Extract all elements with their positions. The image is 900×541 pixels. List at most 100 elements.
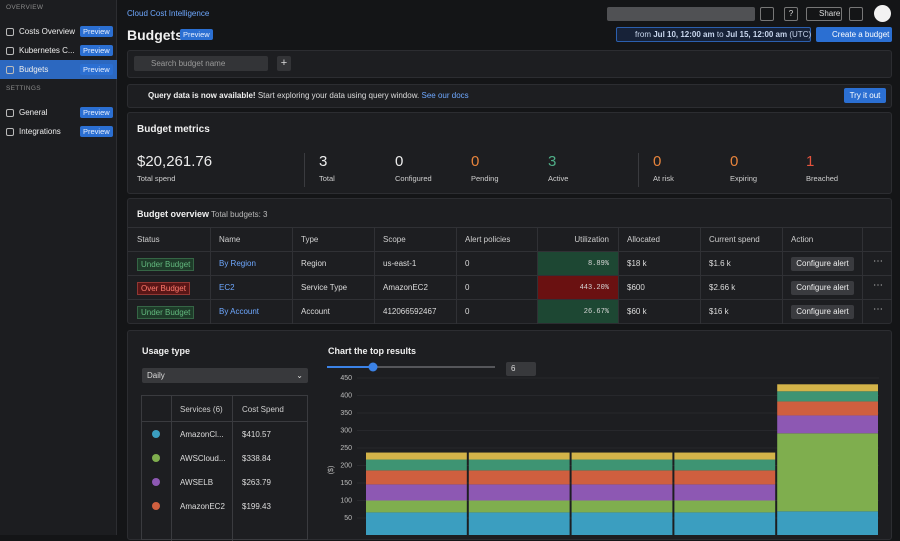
nav-badge: Preview <box>80 107 113 118</box>
share-label: Share <box>819 9 841 18</box>
chevron: ⌄ <box>296 371 303 380</box>
metric-label: Total <box>319 174 335 183</box>
usage-table: Services (6) Cost Spend AmazonCl... $410.57… <box>141 395 308 541</box>
column-header: Alert policies <box>465 235 511 244</box>
nav-icon <box>6 128 14 136</box>
metric-label: Pending <box>471 174 499 183</box>
configure-alert-button[interactable]: Configure alert <box>791 281 854 295</box>
legend-swatch <box>152 478 160 486</box>
cell[interactable]: EC2 <box>219 283 235 292</box>
legend-swatch <box>152 430 160 438</box>
row-menu[interactable]: ⋯ <box>873 304 883 315</box>
date-end: Jul 15, 12:00 am <box>725 30 788 39</box>
breadcrumb[interactable]: Cloud Cost Intelligence <box>127 9 210 18</box>
metric-label: Breached <box>806 174 839 183</box>
column-header: Services (6) <box>180 405 223 414</box>
search-placeholder: Search budget name <box>151 59 226 68</box>
date-to: to <box>716 30 724 39</box>
metric-value: 0 <box>471 153 480 170</box>
date-tz: (UTC) <box>789 30 812 39</box>
nav-badge: Preview <box>80 64 113 75</box>
legend-swatch <box>152 502 160 510</box>
row-border <box>128 227 892 228</box>
column-header: Scope <box>383 235 406 244</box>
service-name: AWSCloud... <box>180 454 226 463</box>
divider <box>304 153 305 187</box>
banner-button[interactable]: Try it out <box>844 88 886 103</box>
chat-icon[interactable] <box>760 7 774 21</box>
cell: $600 <box>627 283 645 292</box>
nav-badge: Preview <box>80 126 113 137</box>
help-icon[interactable]: ? <box>784 7 798 21</box>
configure-alert-button[interactable]: Configure alert <box>791 305 854 319</box>
nav-item[interactable]: Kubernetes C... Preview <box>0 41 117 60</box>
add-button[interactable]: + <box>277 56 291 71</box>
column-header: Allocated <box>627 235 660 244</box>
cell: AmazonEC2 <box>383 283 428 292</box>
divider <box>638 153 639 187</box>
nav-item[interactable]: Budgets Preview <box>0 60 117 79</box>
row-menu[interactable]: ⋯ <box>873 280 883 291</box>
banner-button-label: Try it out <box>849 91 881 100</box>
date-range-button[interactable]: from Jul 10, 12:00 am to Jul 15, 12:00 a… <box>616 27 811 42</box>
service-name: AmazonCl... <box>180 430 224 439</box>
avatar[interactable] <box>874 5 891 22</box>
share-button[interactable]: Share <box>806 7 842 21</box>
slider-value-box[interactable]: 6 <box>506 362 536 376</box>
utilization-cell: 8.89% <box>538 252 618 275</box>
utilization-value: 26.67% <box>583 308 609 316</box>
date-from: from <box>635 30 651 39</box>
search-input[interactable]: Search budget name <box>134 56 268 71</box>
column-border <box>171 396 172 541</box>
metric-label: Configured <box>395 174 432 183</box>
metric-value: 0 <box>730 153 739 170</box>
column-header: Action <box>791 235 814 244</box>
row-menu[interactable]: ⋯ <box>873 256 883 267</box>
cost-spend: $410.57 <box>242 430 271 439</box>
overview-panel: Budget overview Total budgets: 3 Status N… <box>127 198 892 324</box>
nav-item[interactable]: General Preview <box>0 103 117 122</box>
cell[interactable]: By Account <box>219 307 260 316</box>
column-border <box>232 396 233 541</box>
cell: $1.6 k <box>709 259 731 268</box>
banner: Query data is now available! Start explo… <box>127 84 892 108</box>
metric-value: 3 <box>548 153 557 170</box>
create-budget-button[interactable]: Create a budget <box>816 27 892 42</box>
cost-spend: $263.79 <box>242 478 271 487</box>
cell: 0 <box>465 283 470 292</box>
section-title: SETTINGS <box>6 85 41 92</box>
metric-value: 0 <box>395 153 404 170</box>
metric-label: Active <box>548 174 569 183</box>
nav-item[interactable]: Costs Overview Preview <box>0 22 117 41</box>
metric-label: Total spend <box>137 174 176 183</box>
configure-alert-button[interactable]: Configure alert <box>791 257 854 271</box>
usage-select[interactable]: Daily ⌄ <box>142 368 308 383</box>
nav-badge: Preview <box>80 45 113 56</box>
nav-label: Kubernetes C... <box>19 46 75 55</box>
date-start: Jul 10, 12:00 am <box>653 30 715 39</box>
banner-text: Start exploring your data using query wi… <box>257 91 420 100</box>
top-search[interactable] <box>607 7 755 21</box>
column-header: Cost Spend <box>242 405 284 414</box>
legend-swatch <box>152 454 160 462</box>
configure-alert-label: Configure alert <box>796 259 849 268</box>
nav-icon <box>6 28 14 36</box>
metrics-title: Budget metrics <box>137 124 210 135</box>
cell: Region <box>301 259 327 268</box>
cell: 412066592467 <box>383 307 437 316</box>
banner-link[interactable]: See our docs <box>421 91 469 100</box>
usage-title: Usage type <box>142 346 191 356</box>
overview-title: Budget overview <box>137 209 210 219</box>
sidebar: OVERVIEW Costs Overview Preview Kubernetes … <box>0 0 117 535</box>
slider-value: 6 <box>511 364 516 373</box>
column-header: Utilization <box>574 235 609 244</box>
chart-title: Chart the top results <box>328 346 417 356</box>
nav-item[interactable]: Integrations Preview <box>0 122 117 141</box>
link-icon[interactable] <box>849 7 863 21</box>
cell[interactable]: By Region <box>219 259 256 268</box>
nav-badge: Preview <box>80 26 113 37</box>
metric-value: 3 <box>319 153 328 170</box>
create-label: Create a budget <box>832 30 890 39</box>
service-name: AmazonEC2 <box>180 502 225 511</box>
status-badge: Under Budget <box>137 306 195 319</box>
